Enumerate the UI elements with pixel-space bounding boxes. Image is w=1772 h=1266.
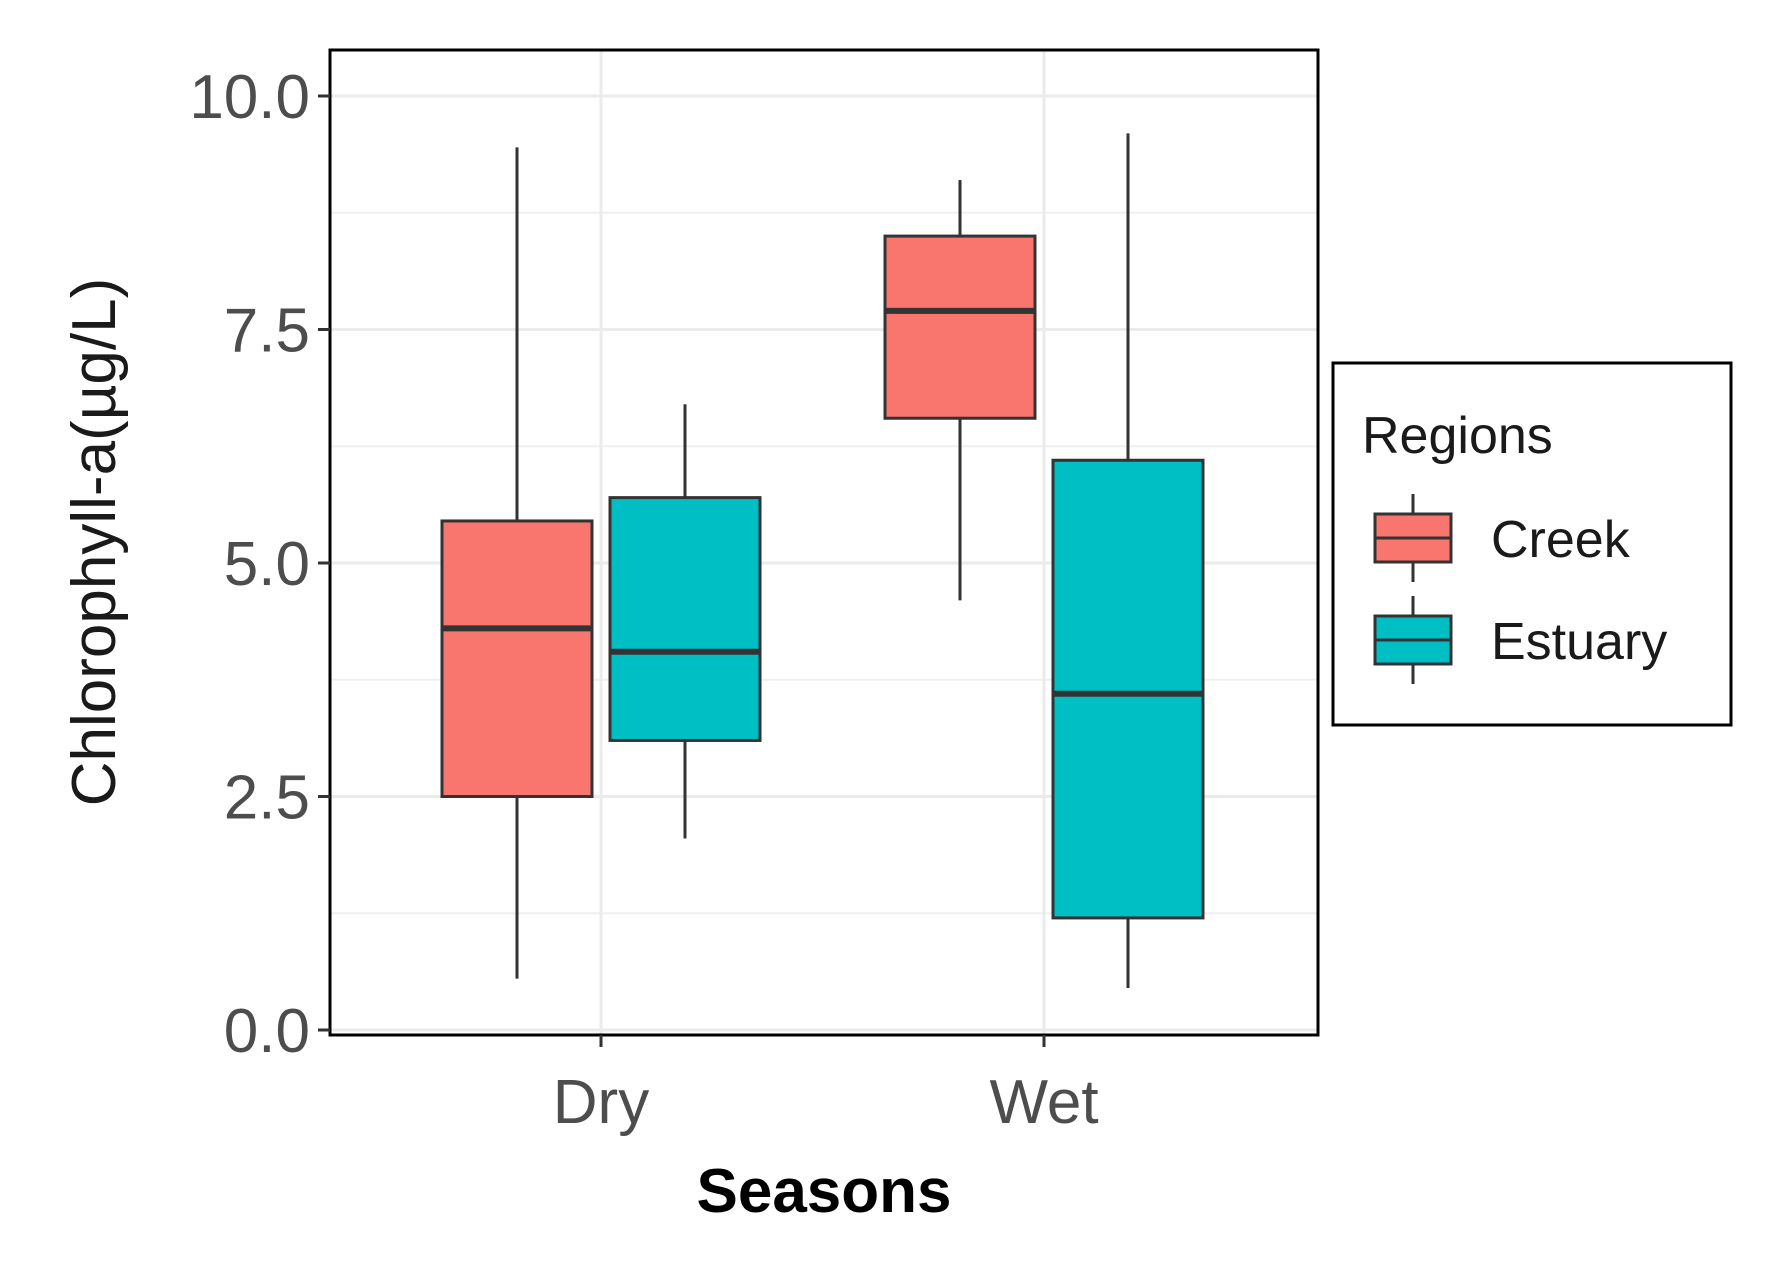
y-tick-label: 10.0 [189,63,310,132]
legend-item-estuary: Estuary [1373,596,1667,684]
y-tick-label: 5.0 [224,530,310,599]
box-body [1051,458,1205,920]
x-axis-title: Seasons [696,1157,951,1226]
box-body [608,496,762,742]
plot-panel-border [328,48,1320,1037]
box-estuary-dry [608,404,762,839]
boxes-layer [440,133,1205,988]
y-tick-label: 2.5 [224,764,310,833]
y-tick-label: 7.5 [224,297,310,366]
legend-label: Creek [1491,511,1631,569]
x-tick-label-dry: Dry [553,1068,649,1137]
box-body [440,519,594,798]
box-estuary-wet [1051,133,1205,988]
axes-layer: 0.0 2.5 5.0 7.5 10.0 Dry Wet [189,63,1098,1137]
legend-items: Creek Estuary [1373,494,1667,684]
grid-lines [330,50,1318,1035]
legend-item-creek: Creek [1373,494,1631,582]
y-tick-label: 0.0 [224,997,310,1066]
legend-title: Regions [1362,407,1553,465]
legend-label: Estuary [1491,613,1667,671]
box-creek-wet [883,180,1037,601]
box-body [883,234,1037,420]
y-axis-title: Chlorophyll-a(µg/L) [60,278,129,806]
box-creek-dry [440,147,594,979]
x-tick-label-wet: Wet [989,1068,1098,1137]
legend: Regions Creek Estuary [1331,361,1733,727]
